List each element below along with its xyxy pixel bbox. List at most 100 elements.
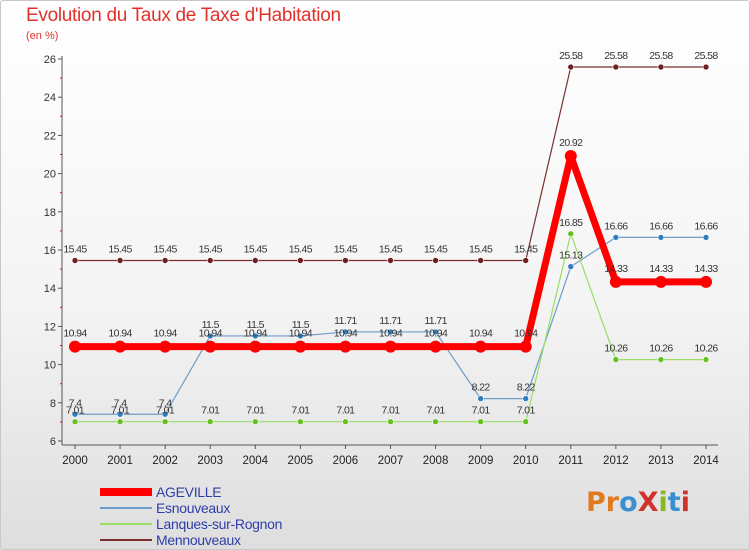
logo-letter: P — [586, 487, 606, 518]
data-label: 10.94 — [334, 328, 358, 340]
data-point — [700, 275, 712, 288]
data-point — [387, 328, 394, 336]
data-label: 16.85 — [559, 217, 583, 229]
data-point — [251, 257, 259, 264]
data-point — [249, 340, 262, 353]
data-label: 10.94 — [469, 328, 493, 340]
data-label: 10.26 — [694, 343, 718, 355]
y-tick-label: 14 — [44, 283, 56, 295]
data-point — [702, 234, 710, 241]
x-tick-label: 2003 — [197, 455, 223, 467]
data-label: 7.01 — [111, 405, 130, 417]
data-label: 7.01 — [517, 405, 536, 417]
data-point — [477, 395, 484, 402]
data-label: 7.01 — [201, 405, 220, 417]
data-point — [477, 418, 484, 426]
data-label: 16.66 — [649, 220, 673, 232]
y-tick-label: 18 — [44, 207, 56, 219]
data-label: 15.45 — [108, 244, 132, 256]
data-label: 10.94 — [244, 328, 268, 340]
data-point — [342, 257, 349, 264]
data-point — [432, 418, 439, 426]
data-point — [69, 340, 81, 353]
legend-label: Lanques-sur-Rognon — [156, 516, 283, 532]
data-point — [522, 395, 530, 402]
data-point — [522, 418, 530, 426]
series-mennouveaux — [71, 63, 710, 264]
x-tick-label: 2010 — [513, 455, 539, 467]
x-tick-label: 2002 — [152, 455, 178, 467]
data-label: 11.5 — [202, 319, 220, 331]
data-label: 11.5 — [292, 319, 310, 331]
data-point — [297, 418, 304, 426]
x-tick-label: 2001 — [107, 455, 133, 467]
data-label: 7.4 — [159, 397, 173, 409]
data-point — [297, 332, 304, 340]
legend-swatch — [100, 488, 152, 496]
x-tick-label: 2007 — [378, 455, 404, 467]
x-tick-label: 2012 — [603, 455, 629, 467]
y-tick-label: 10 — [44, 360, 56, 372]
data-label: 15.45 — [63, 244, 87, 256]
data-point — [161, 418, 169, 426]
data-point — [71, 257, 79, 264]
x-tick-label: 2011 — [558, 455, 583, 467]
data-label: 15.45 — [469, 244, 493, 256]
data-label: 8.22 — [472, 382, 491, 394]
data-point — [612, 63, 620, 71]
data-point — [609, 275, 622, 288]
proxiti-logo: ProXiti — [586, 487, 690, 518]
legend-swatch — [100, 523, 152, 525]
data-label: 8.22 — [517, 382, 536, 394]
data-point — [657, 356, 665, 363]
x-tick-label: 2014 — [693, 455, 719, 467]
y-tick-label: 24 — [44, 92, 56, 104]
legend-swatch — [100, 539, 152, 541]
data-label: 11.71 — [379, 315, 402, 327]
data-label: 25.58 — [694, 50, 718, 62]
data-point — [612, 356, 620, 363]
data-label: 11.71 — [334, 315, 357, 327]
data-label: 10.94 — [424, 328, 448, 340]
data-label: 7.01 — [427, 405, 446, 417]
logo-letter: t — [667, 487, 681, 518]
y-tick-label: 16 — [44, 245, 56, 257]
data-point — [612, 234, 620, 241]
data-label: 11.5 — [247, 319, 265, 331]
data-point — [567, 263, 575, 270]
data-point — [567, 230, 575, 238]
data-label: 7.01 — [336, 405, 355, 417]
data-label: 10.94 — [108, 328, 132, 340]
data-point — [702, 63, 710, 71]
data-point — [384, 340, 397, 353]
data-label: 16.66 — [604, 220, 628, 232]
data-point — [654, 275, 667, 288]
y-tick-label: 8 — [50, 398, 56, 410]
data-label: 7.01 — [381, 405, 400, 417]
data-label: 7.01 — [472, 405, 491, 417]
data-label: 25.58 — [604, 50, 628, 62]
data-label: 14.33 — [694, 263, 718, 275]
data-label: 15.45 — [199, 244, 223, 256]
data-label: 25.58 — [559, 50, 583, 62]
data-point — [702, 356, 710, 363]
data-point — [159, 340, 172, 353]
data-label: 10.94 — [289, 328, 313, 340]
data-point — [564, 150, 577, 163]
unit-label: (en %) — [26, 30, 59, 42]
y-tick-label: 22 — [44, 130, 56, 142]
data-label: 14.33 — [604, 263, 628, 275]
data-point — [522, 257, 530, 264]
data-point — [116, 410, 124, 418]
data-point — [657, 63, 665, 71]
data-point — [71, 410, 79, 418]
data-label: 11.71 — [424, 315, 447, 327]
data-point — [567, 63, 575, 71]
x-tick-label: 2004 — [242, 455, 268, 467]
data-point — [206, 332, 214, 340]
data-point — [251, 418, 259, 426]
x-tick-label: 2008 — [423, 455, 449, 467]
data-label: 15.45 — [424, 244, 448, 256]
data-label: 15.45 — [379, 244, 403, 256]
